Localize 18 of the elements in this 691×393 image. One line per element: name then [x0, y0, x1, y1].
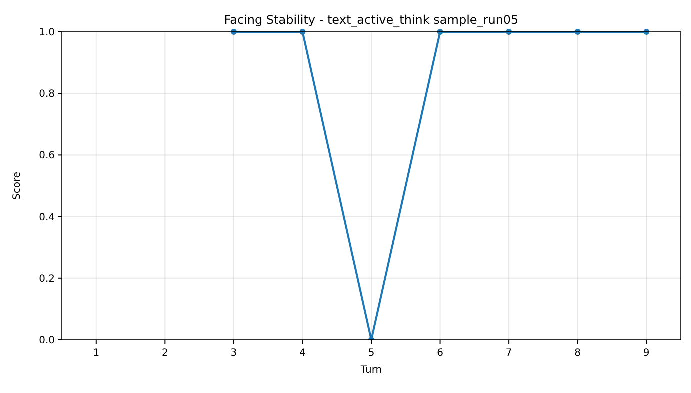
y-axis-title: Score [12, 172, 23, 200]
x-tick-label: 6 [437, 348, 444, 359]
x-tick-label: 2 [162, 348, 168, 359]
y-tick-label: 1.0 [39, 28, 55, 38]
x-tick-label: 5 [368, 348, 375, 359]
x-tick-label: 4 [300, 348, 306, 359]
y-tick-label: 0.4 [39, 212, 55, 224]
x-tick-label: 8 [574, 348, 582, 359]
x-tick-label: 3 [230, 348, 238, 359]
x-tick-label: 9 [643, 348, 650, 359]
x-tick-label: 1 [93, 348, 100, 359]
y-tick-label: 0.0 [39, 336, 55, 346]
y-tick-label: 0.6 [39, 150, 55, 162]
chart-title: Facing Stability - text_active_think sample_run05 [224, 13, 519, 27]
y-tick-label: 0.8 [39, 89, 55, 100]
y-tick-label: 0.2 [39, 274, 55, 285]
x-axis-title: Turn [360, 365, 382, 376]
x-tick-label: 7 [506, 348, 512, 359]
